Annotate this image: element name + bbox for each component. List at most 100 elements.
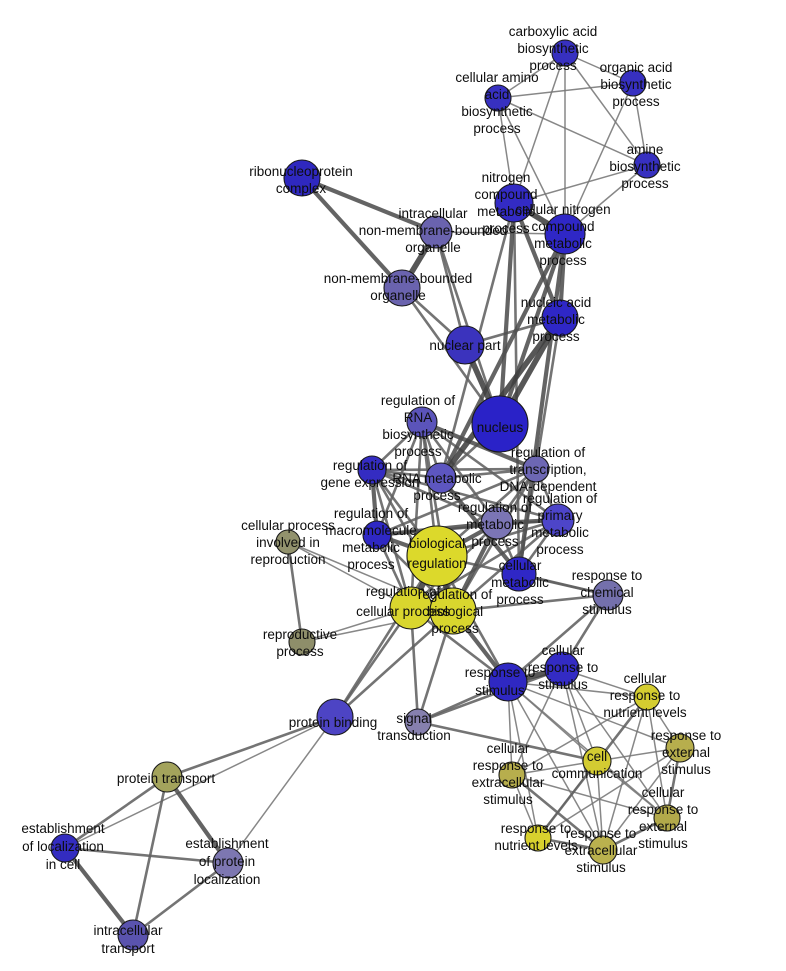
node-cell_proc_reproduction[interactable]: cellular process involved in reproductio… [275,529,301,555]
node-label-reg_macromolecule: regulation of macromolecule metabolic proce… [325,506,417,572]
node-intracellular_nmb[interactable]: intracellular non-membrane-bounded organ… [419,215,453,249]
node-reproductive_process[interactable]: reproductive process [288,628,316,656]
edge-cellular_resp_stimulus-cellular_resp_external [561,668,668,819]
node-label-nucleic_acid: nucleic acid metabolic process [521,295,592,344]
edge-response_stimulus-resp_nutrient [507,681,539,839]
edge-reg_rna_biosynthetic-reg_transcription [419,419,539,472]
node-cellular_resp_nutrient[interactable]: cellular response to nutrient levels [633,683,661,711]
edge-cellular_amino-cellular_nitrogen [497,97,566,235]
node-cellular_amino[interactable]: cellular amino acid biosynthetic process [484,84,512,112]
node-ribonucleoprotein[interactable]: ribonucleoprotein complex [283,159,321,197]
node-reg_metabolic[interactable]: regulation of metabolic process [480,506,514,540]
node-protein_transport[interactable]: protein transport [151,761,183,793]
edge-reg_primary_metabolic-reg_cellular_process [409,518,560,610]
label-layer: carboxylic acid biosynthetic process organi… [21,24,721,956]
node-label-cellular_amino: cellular amino acid biosynthetic process [455,70,538,136]
edge-resp_chemical-response_stimulus [506,593,610,684]
node-signal_transduction[interactable]: signal transduction [404,708,432,736]
node-nucleus[interactable]: nucleus [471,395,529,453]
edge-resp_external-resp_extracellular [602,747,681,851]
edge-nitrogen_compound-nucleus [497,200,517,427]
node-resp_chemical[interactable]: response to chemical stimulus [592,579,624,611]
node-label-ribonucleoprotein: ribonucleoprotein complex [249,164,353,196]
edge-cellular_resp_stimulus-resp_extracellular [561,668,604,851]
edge-protein_binding-est_protein_localization [227,716,336,864]
node-cellular_metabolic[interactable]: cellular metabolic process [501,556,537,592]
edge-cell_communication-cellular_resp_external [596,760,668,819]
edge-response_stimulus-resp_extracellular [507,681,604,851]
node-intracellular_transport[interactable]: intracellular transport [117,919,149,951]
edge-cellular_amino-amine [497,97,648,166]
node-reg_transcription[interactable]: regulation of transcription, DNA-depende… [522,455,550,483]
node-label-signal_transduction: signal transduction [377,711,451,743]
node-resp_extracellular[interactable]: response to extracellular stimulus [588,835,618,865]
edge-cellular_resp_extracellular-cellular_resp_external [511,774,668,819]
edge-organic_acid-cellular_nitrogen [564,82,634,235]
node-reg_primary_metabolic[interactable]: regulation of primary metabolic process [541,503,575,537]
node-carboxylic_acid[interactable]: carboxylic acid biosynthetic process [551,39,579,67]
node-nucleic_acid[interactable]: nucleic acid metabolic process [541,299,579,337]
node-reg_macromolecule[interactable]: regulation of macromolecule metabolic pr… [362,520,392,550]
node-label-nitrogen_compound: nitrogen compound metabolic process [474,170,537,236]
node-biological_regulation[interactable]: biological regulation [406,525,468,587]
node-est_localization_cell[interactable]: establishment of localization in cell [50,833,80,863]
edge-ribonucleoprotein-nmb_organelle [299,175,405,291]
node-reg_biological_process[interactable]: regulation of biological process [429,587,477,635]
node-reg_gene_expression[interactable]: regulation of gene expression [357,455,387,485]
node-label-cellular_resp_stimulus: cellular response to stimulus [528,643,599,692]
edge-signal_transduction-cell_communication [416,720,599,763]
edge-protein_binding-reg_biological_process [333,609,455,719]
edge-cellular_resp_stimulus-signal_transduction [416,667,564,724]
node-resp_external[interactable]: response to external stimulus [665,733,695,763]
node-label-resp_extracellular: response to extracellular stimulus [565,826,638,875]
node-label-cellular_resp_nutrient: cellular response to nutrient levels [603,671,687,720]
node-label-rna_metabolic: RNA metabolic process [392,471,482,503]
node-label-amine: amine biosynthetic process [609,142,681,191]
node-resp_nutrient[interactable]: response to nutrient levels [524,824,552,852]
node-label-resp_nutrient: response to nutrient levels [494,821,578,853]
node-nmb_organelle[interactable]: non-membrane-bounded organelle [383,269,421,307]
node-nuclear_part[interactable]: nuclear part [445,325,485,365]
edge-nitrogen_compound-cellular_metabolic [512,201,521,576]
node-label-carboxylic_acid: carboxylic acid biosynthetic process [509,24,598,73]
node-organic_acid[interactable]: organic acid biosynthetic process [619,69,647,97]
edge-carboxylic_acid-nitrogen_compound [513,52,566,204]
edge-cellular_resp_stimulus-cellular_resp_extracellular [511,668,563,776]
edge-cellular_resp_nutrient-resp_extracellular [602,696,648,851]
edge-response_stimulus-cellular_resp_nutrient [507,681,648,698]
node-amine[interactable]: amine biosynthetic process [633,151,661,179]
node-cellular_resp_external[interactable]: cellular response to external stimulus [653,804,681,832]
node-label-reg_cellular_process: regulation of cellular process [356,584,450,619]
edge-cell_proc_reproduction-reg_cellular_process [287,541,412,609]
node-rna_metabolic[interactable]: RNA metabolic process [425,462,457,494]
edge-resp_chemical-reg_biological_process [451,593,610,613]
edge-protein_binding-protein_transport [165,715,337,779]
node-cell_communication[interactable]: cell communication [582,746,612,776]
edge-organic_acid-cellular_amino [497,82,634,99]
node-label-protein_transport: protein transport [117,771,216,786]
node-response_stimulus[interactable]: response to stimulus [488,662,528,702]
edge-reg_gene_expression-reg_metabolic [370,468,499,525]
edge-amine-nitrogen_compound [513,164,648,204]
node-label-reproductive_process: reproductive process [263,627,337,659]
node-layer: carboxylic acid biosynthetic process orga… [50,39,695,951]
node-label-cell_communication: cell communication [552,749,643,781]
node-label-protein_binding: protein binding [289,715,378,730]
node-nitrogen_compound[interactable]: nitrogen compound metabolic process [494,183,534,223]
node-protein_binding[interactable]: protein binding [316,698,354,736]
node-label-nmb_organelle: non-membrane-bounded organelle [324,271,473,303]
edge-cell_communication-resp_extracellular [596,760,604,851]
edge-cell_proc_reproduction-reproductive_process [286,540,304,644]
node-cellular_resp_stimulus[interactable]: cellular response to stimulus [544,651,580,687]
node-est_protein_localization[interactable]: establishment of protein localization [212,847,244,879]
node-cellular_nitrogen[interactable]: cellular nitrogen compound metabolic pro… [544,213,586,255]
node-label-nuclear_part: nuclear part [429,338,501,353]
edge-organic_acid-amine [632,82,648,166]
node-cellular_resp_extracellular[interactable]: cellular response to extracellular stimu… [498,761,526,789]
node-reg_rna_biosynthetic[interactable]: regulation of RNA biosynthetic process [406,406,438,438]
edge-reg_transcription-rna_metabolic [439,467,538,480]
node-label-resp_external: response to external stimulus [651,728,722,777]
node-label-est_protein_localization: establishment of protein localization [185,836,269,887]
edge-cellular_nitrogen-nucleus [497,231,568,427]
